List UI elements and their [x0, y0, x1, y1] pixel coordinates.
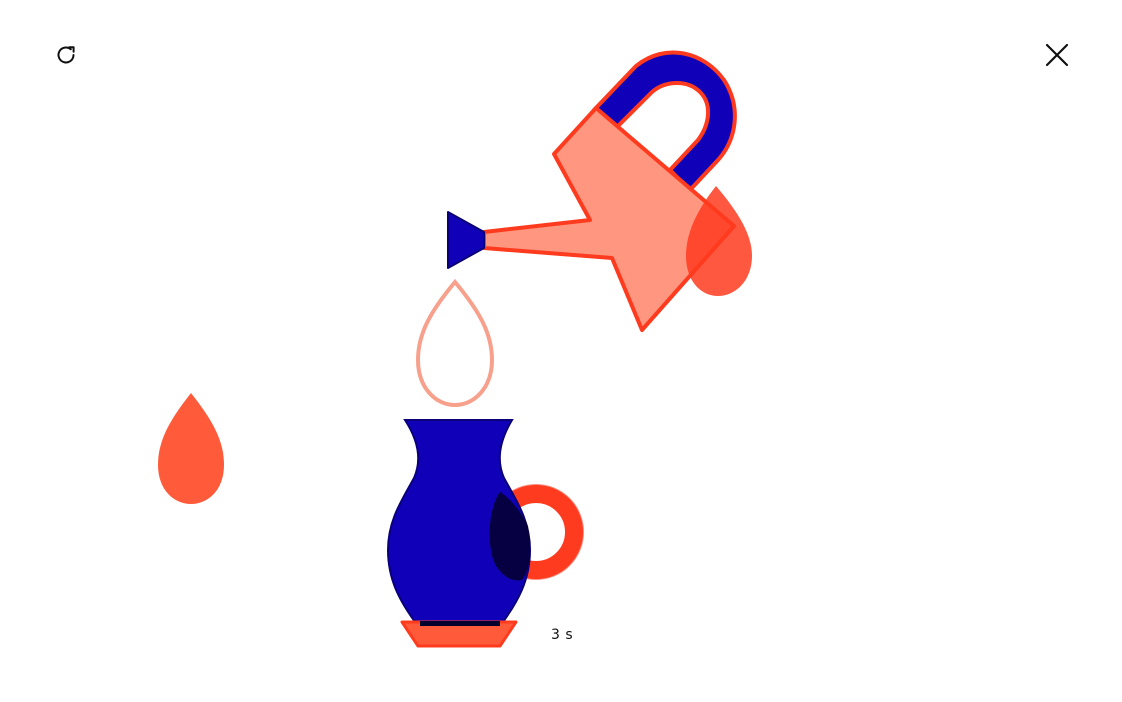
loose-water-drop[interactable]: [158, 393, 224, 504]
restart-button[interactable]: [46, 35, 86, 75]
timer-label: 3 s: [551, 627, 574, 643]
watering-can-handle: [592, 50, 737, 192]
close-icon: [1045, 43, 1069, 67]
refresh-icon: [57, 46, 75, 64]
close-button[interactable]: [1037, 35, 1077, 75]
vase-handle-overlap: [489, 492, 530, 581]
target-drop-outline: [415, 278, 495, 408]
watering-can-nozzle: [447, 211, 485, 269]
can-water-drop[interactable]: [686, 186, 752, 296]
